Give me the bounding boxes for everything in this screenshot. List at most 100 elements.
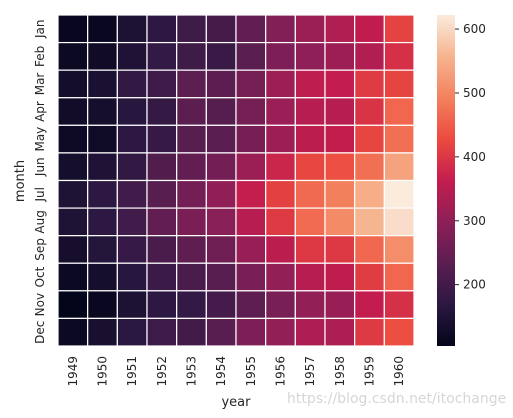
heatmap-cell-feb-1959 (354, 41, 385, 71)
heatmap-cell-jul-1954 (205, 179, 237, 209)
colorbar-tick-500: 500 (463, 86, 486, 100)
x-tick-1949: 1949 (66, 356, 80, 387)
x-tick-1951: 1951 (125, 356, 139, 387)
heatmap-cell-apr-1959 (354, 97, 385, 126)
heatmap-cell-dec-1952 (146, 317, 178, 347)
heatmap-cell-nov-1954 (205, 290, 237, 320)
heatmap-cell-dec-1956 (265, 317, 296, 347)
heatmap-cell-dec-1954 (205, 317, 237, 347)
heatmap-cell-apr-1958 (324, 97, 356, 126)
heatmap-cells (57, 14, 415, 347)
heatmap-cell-nov-1951 (116, 290, 148, 320)
heatmap-cell-mar-1960 (383, 69, 415, 99)
heatmap-cell-sep-1955 (235, 235, 267, 264)
heatmap-cell-oct-1951 (116, 262, 148, 292)
x-tick-1956: 1956 (274, 356, 288, 387)
heatmap-cell-aug-1950 (87, 207, 118, 237)
heatmap-cell-jul-1956 (265, 179, 296, 209)
heatmap-cell-apr-1951 (116, 97, 148, 126)
heatmap-cell-jul-1951 (116, 179, 148, 209)
heatmap-cell-mar-1955 (235, 69, 267, 99)
heatmap-cell-apr-1949 (57, 97, 89, 126)
y-tick-nov: Nov (33, 293, 47, 316)
x-tick-labels: 1949 1950 1951 1952 1953 1954 1955 1956 1957 1958… (66, 356, 406, 387)
heatmap-cell-nov-1950 (87, 290, 118, 320)
x-tick-1952: 1952 (155, 356, 169, 387)
heatmap-cell-oct-1960 (383, 262, 415, 292)
heatmap-cell-apr-1954 (205, 97, 237, 126)
heatmap-cell-oct-1954 (205, 262, 237, 292)
heatmap-cell-jul-1952 (146, 179, 178, 209)
heatmap-cell-oct-1953 (176, 262, 207, 292)
heatmap-cell-jan-1960 (383, 14, 415, 44)
heatmap-cell-mar-1956 (265, 69, 296, 99)
heatmap-cell-jan-1957 (294, 14, 326, 44)
heatmap-cell-mar-1954 (205, 69, 237, 99)
heatmap-cell-feb-1958 (324, 41, 356, 71)
heatmap-cell-sep-1960 (383, 235, 415, 264)
heatmap-cell-jan-1955 (235, 14, 267, 44)
heatmap-cell-jan-1954 (205, 14, 237, 44)
heatmap-cell-jan-1953 (176, 14, 207, 44)
heatmap-cell-mar-1957 (294, 69, 326, 99)
heatmap-cell-jun-1951 (116, 152, 148, 182)
heatmap-cell-nov-1949 (57, 290, 89, 320)
heatmap-cell-aug-1959 (354, 207, 385, 237)
heatmap-cell-sep-1957 (294, 235, 326, 264)
heatmap-cell-jun-1959 (354, 152, 385, 182)
y-tick-mar: Mar (33, 73, 47, 96)
heatmap-cell-feb-1951 (116, 41, 148, 71)
heatmap-cell-dec-1953 (176, 317, 207, 347)
heatmap-cell-nov-1952 (146, 290, 178, 320)
x-tick-1954: 1954 (214, 356, 228, 387)
heatmap-cell-nov-1956 (265, 290, 296, 320)
y-tick-sep: Sep (33, 238, 47, 261)
heatmap-cell-jun-1950 (87, 152, 118, 182)
heatmap-cell-feb-1956 (265, 41, 296, 71)
heatmap-cell-sep-1953 (176, 235, 207, 264)
heatmap-cell-jun-1955 (235, 152, 267, 182)
y-tick-apr: Apr (33, 101, 47, 122)
heatmap-cell-sep-1958 (324, 235, 356, 264)
heatmap-cell-jul-1958 (324, 179, 356, 209)
heatmap-cell-jul-1959 (354, 179, 385, 209)
heatmap-cell-dec-1951 (116, 317, 148, 347)
heatmap-cell-aug-1952 (146, 207, 178, 237)
heatmap-cell-sep-1954 (205, 235, 237, 264)
y-tick-dec: Dec (33, 321, 47, 344)
heatmap-cell-jul-1957 (294, 179, 326, 209)
heatmap-cell-dec-1960 (383, 317, 415, 347)
heatmap-cell-jul-1949 (57, 179, 89, 209)
heatmap-cell-feb-1950 (87, 41, 118, 71)
heatmap-cell-apr-1953 (176, 97, 207, 126)
heatmap-cell-nov-1959 (354, 290, 385, 320)
heatmap-cell-dec-1958 (324, 317, 356, 347)
heatmap-cell-oct-1949 (57, 262, 89, 292)
heatmap-cell-mar-1952 (146, 69, 178, 99)
heatmap-cell-jun-1952 (146, 152, 178, 182)
heatmap-cell-may-1952 (146, 124, 178, 154)
heatmap-cell-dec-1959 (354, 317, 385, 347)
colorbar (437, 15, 455, 346)
heatmap-cell-sep-1959 (354, 235, 385, 264)
y-tick-aug: Aug (33, 210, 47, 233)
heatmap-cell-oct-1955 (235, 262, 267, 292)
heatmap-cell-may-1959 (354, 124, 385, 154)
y-tick-jul: Jul (33, 187, 47, 202)
heatmap-cell-aug-1958 (324, 207, 356, 237)
heatmap-cell-sep-1956 (265, 235, 296, 264)
x-tick-1950: 1950 (96, 356, 110, 387)
heatmap-cell-oct-1959 (354, 262, 385, 292)
heatmap-cell-aug-1960 (383, 207, 415, 237)
heatmap-cell-mar-1949 (57, 69, 89, 99)
heatmap-cell-oct-1952 (146, 262, 178, 292)
heatmap-cell-may-1957 (294, 124, 326, 154)
heatmap-cell-feb-1952 (146, 41, 178, 71)
heatmap-cell-sep-1951 (116, 235, 148, 264)
heatmap-cell-jul-1950 (87, 179, 118, 209)
heatmap-cell-jun-1958 (324, 152, 356, 182)
heatmap-cell-aug-1951 (116, 207, 148, 237)
heatmap-cell-oct-1950 (87, 262, 118, 292)
heatmap-cell-feb-1957 (294, 41, 326, 71)
heatmap-cell-jan-1959 (354, 14, 385, 44)
